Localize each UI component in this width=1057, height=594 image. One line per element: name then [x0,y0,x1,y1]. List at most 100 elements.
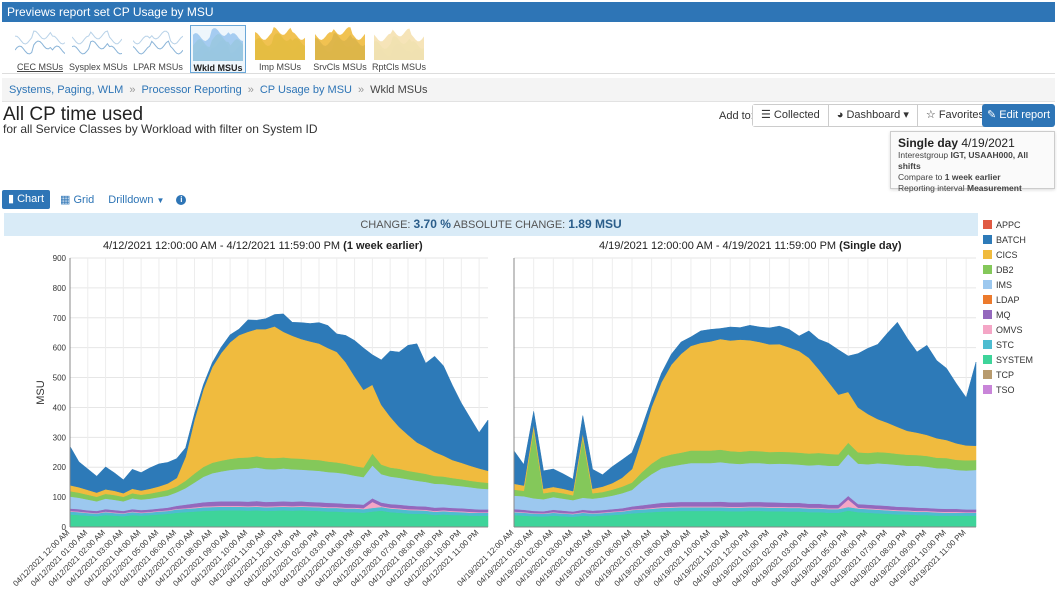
info-line1-value: IGT, USAAH000, All shifts [898,150,1029,171]
y-tick-label: 0 [62,523,67,532]
breadcrumb-separator: » [247,84,254,96]
info-mode: Single day [898,136,959,150]
breadcrumb-separator: » [129,84,136,96]
breadcrumb: Systems, Paging, WLM » Processor Reporting… [2,78,1055,102]
tab-drilldown[interactable]: Drilldown ▼ [108,194,164,206]
thumbnail-imp-msus[interactable]: Imp MSUs [252,25,308,73]
legend-label: APPC [996,219,1021,230]
info-line3-value: Measurement [966,183,1022,193]
info-date: 4/19/2021 [961,136,1015,150]
thumbnail-rptcls-msus[interactable]: RptCls MSUs [371,25,427,73]
right-chart-range: 4/19/2021 12:00:00 AM - 4/19/2021 11:59:… [599,240,837,252]
tab-grid-label: Grid [73,194,95,206]
legend-item-tso[interactable]: TSO [983,382,1055,397]
legend-swatch [983,310,992,319]
info-icon[interactable]: i [176,194,187,205]
dashboard-button[interactable]: ◕ Dashboard ▾ [828,105,918,126]
thumbnail-lpar-msus[interactable]: LPAR MSUs [130,25,186,73]
thumbnail-label: LPAR MSUs [133,62,183,72]
legend-swatch [983,370,992,379]
report-thumbnail-strip: CEC MSUs Sysplex MSUs LPAR MSUs Wkld MSUs Im… [2,22,1055,74]
area-series-batch[interactable] [513,321,977,492]
legend-item-stc[interactable]: STC [983,337,1055,352]
list-icon: ☰ [761,109,774,121]
report-set-title-bar: Previews report set CP Usage by MSU [2,2,1055,22]
info-line1-prefix: Interestgroup [898,150,951,160]
thumbnail-label: CEC MSUs [16,62,63,72]
legend-label: TSO [996,384,1015,395]
legend-item-ims[interactable]: IMS [983,277,1055,292]
chart-legend: APPC BATCH CICS DB2 IMS LDAP MQ OMVS STC SYSTEM TC… [983,217,1055,397]
breadcrumb-current: Wkld MSUs [370,84,428,96]
tab-grid[interactable]: ▦ Grid [60,193,94,206]
y-tick-label: 700 [53,314,67,323]
legend-label: TCP [996,369,1014,380]
info-line3-prefix: Reporting interval [898,183,967,193]
legend-item-appc[interactable]: APPC [983,217,1055,232]
legend-item-db2[interactable]: DB2 [983,262,1055,277]
page-subtitle: for all Service Classes by Workload with… [3,122,318,136]
legend-swatch [983,295,992,304]
legend-item-batch[interactable]: BATCH [983,232,1055,247]
right-chart-suffix: (Single day) [839,240,902,252]
tab-chart[interactable]: ▮ Chart [2,190,51,209]
legend-item-omvs[interactable]: OMVS [983,322,1055,337]
legend-item-mq[interactable]: MQ [983,307,1055,322]
legend-label: OMVS [996,324,1023,335]
edit-icon: ✎ [986,109,1000,121]
change-value: 3.70 % [413,217,451,231]
change-summary-bar: CHANGE: 3.70 % ABSOLUTE CHANGE: 1.89 MSU [4,213,978,236]
legend-label: LDAP [996,294,1020,305]
favorites-button-label: Favorites [938,109,985,121]
legend-swatch [983,385,992,394]
thumbnail-sysplex-msus[interactable]: Sysplex MSUs [69,25,128,73]
thumbnail-wkld-msus[interactable]: Wkld MSUs [190,25,246,73]
absolute-change-label: ABSOLUTE CHANGE: [453,219,566,231]
tab-chart-label: Chart [17,193,45,205]
legend-item-tcp[interactable]: TCP [983,367,1055,382]
collected-button[interactable]: ☰ Collected [753,105,829,126]
thumbnail-srvcls-msus[interactable]: SrvCls MSUs [312,25,368,73]
y-axis-label: MSU [35,380,47,405]
y-tick-label: 300 [53,433,67,442]
breadcrumb-link-systems[interactable]: Systems, Paging, WLM [9,84,124,96]
caret-down-icon: ▾ [900,109,909,121]
change-label: CHANGE: [360,219,411,231]
left-chart-range: 4/12/2021 12:00:00 AM - 4/12/2021 11:59:… [103,240,341,252]
breadcrumb-separator: » [357,84,365,96]
legend-label: DB2 [996,264,1014,275]
thumbnail-cec-msus[interactable]: CEC MSUs [12,25,68,73]
legend-label: BATCH [996,234,1026,245]
area-series-batch[interactable] [69,313,489,494]
y-tick-label: 600 [53,344,67,353]
thumbnail-chart-icon [374,28,424,60]
favorites-button[interactable]: ☆ Favorites [917,105,993,126]
legend-label: MQ [996,309,1011,320]
edit-report-button[interactable]: ✎ Edit report [982,104,1055,127]
thumbnail-chart-icon [72,30,122,55]
legend-label: IMS [996,279,1013,290]
thumbnail-label: Imp MSUs [258,62,301,72]
breadcrumb-link-cp-usage[interactable]: CP Usage by MSU [259,84,352,96]
legend-item-cics[interactable]: CICS [983,247,1055,262]
legend-swatch [983,265,992,274]
legend-swatch [983,280,992,289]
left-chart: 0100200300400500600700800900MSU04/12/202… [11,254,489,589]
page-title: All CP time used [3,104,144,125]
thumbnail-chart-icon [255,27,305,60]
thumbnail-label: SrvCls MSUs [313,62,367,72]
legend-swatch [983,235,992,244]
y-tick-label: 800 [53,284,67,293]
star-icon: ☆ [925,109,939,121]
legend-item-ldap[interactable]: LDAP [983,292,1055,307]
bar-chart-icon: ▮ [8,193,18,205]
add-to-button-group: ☰ Collected ◕ Dashboard ▾ ☆ Favorites [752,104,994,127]
legend-item-system[interactable]: SYSTEM [983,352,1055,367]
breadcrumb-link-processor[interactable]: Processor Reporting [141,84,242,96]
caret-down-icon: ▼ [156,195,165,205]
left-chart-title: 4/12/2021 12:00:00 AM - 4/12/2021 11:59:… [103,240,423,252]
tab-drilldown-label: Drilldown [108,193,154,206]
edit-report-label: Edit report [999,109,1051,121]
